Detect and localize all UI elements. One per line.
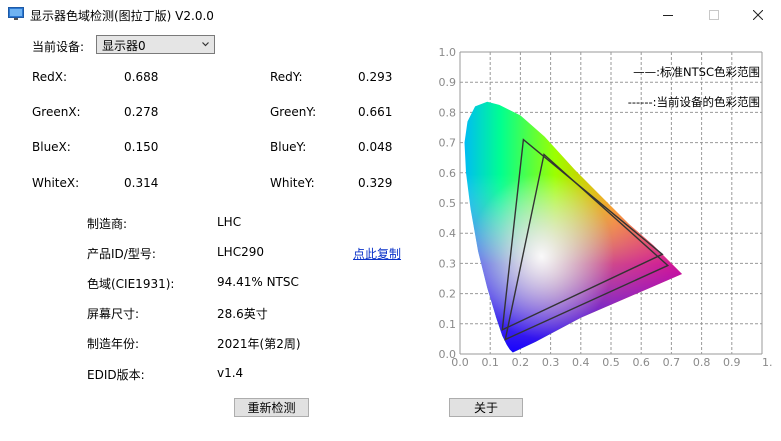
- maximize-button: [691, 0, 737, 30]
- greenx-value: 0.278: [124, 105, 159, 119]
- ntsc-triangle: [501, 138, 664, 331]
- screen-size-value: 28.6英寸: [217, 307, 268, 321]
- device-select-value: 显示器0: [102, 39, 146, 53]
- bluex-label: BlueX:: [32, 140, 71, 154]
- spectral-locus: [464, 101, 682, 353]
- bluey-value: 0.048: [358, 140, 393, 154]
- minimize-icon: [663, 15, 673, 16]
- greeny-value: 0.661: [358, 105, 393, 119]
- locus-white-fill: [464, 101, 682, 353]
- product-id-label: 产品ID/型号:: [87, 247, 156, 261]
- x-tick-label: 0.7: [663, 356, 681, 369]
- y-tick-label: 0.0: [439, 348, 457, 361]
- y-tick-label: 0.4: [439, 227, 457, 240]
- device-triangle: [504, 153, 670, 341]
- edid-version-value: v1.4: [217, 366, 244, 380]
- x-tick-label: 0.9: [723, 356, 741, 369]
- y-tick-label: 0.1: [439, 318, 457, 331]
- y-tick-label: 0.6: [439, 167, 457, 180]
- redx-label: RedX:: [32, 70, 68, 84]
- manufacture-year-value: 2021年(第2周): [217, 337, 301, 351]
- redetect-button[interactable]: 重新检测: [234, 398, 309, 417]
- whitey-label: WhiteY:: [270, 176, 315, 190]
- bluey-label: BlueY:: [270, 140, 307, 154]
- redx-value: 0.688: [124, 70, 159, 84]
- chart-legend: ——:标准NTSC色彩范围 ------:当前设备的色彩范围: [628, 65, 760, 109]
- gamut-label: 色域(CIE1931):: [87, 277, 175, 291]
- device-select[interactable]: 显示器0: [96, 35, 215, 54]
- redy-label: RedY:: [270, 70, 303, 84]
- y-tick-label: 0.7: [439, 137, 457, 150]
- x-tick-label: 0.2: [512, 356, 530, 369]
- whitey-value: 0.329: [358, 176, 393, 190]
- about-button[interactable]: 关于: [449, 398, 523, 417]
- bluex-value: 0.150: [124, 140, 159, 154]
- x-tick-label: 0.3: [542, 356, 560, 369]
- manufacture-year-label: 制造年份:: [87, 337, 140, 351]
- x-tick-label: 0.8: [693, 356, 711, 369]
- greenx-label: GreenX:: [32, 105, 81, 119]
- legend-device: ------:当前设备的色彩范围: [628, 95, 760, 109]
- axis-ticks: 0.0 0.1 0.2 0.3 0.4 0.5 0.6 0.7 0.8 0.9 1. 0.0 0.1 0.…: [439, 46, 773, 369]
- x-tick-label: 0.6: [632, 356, 650, 369]
- y-tick-label: 0.5: [439, 197, 457, 210]
- greeny-label: GreenY:: [270, 105, 317, 119]
- monitor-icon: [8, 7, 24, 20]
- product-id-value: LHC290: [217, 245, 264, 259]
- screen-size-label: 屏幕尺寸:: [87, 307, 140, 321]
- x-tick-label: 0.1: [481, 356, 499, 369]
- y-tick-label: 1.0: [439, 46, 457, 59]
- y-tick-label: 0.9: [439, 76, 457, 89]
- whitex-label: WhiteX:: [32, 176, 80, 190]
- x-tick-label: 0.4: [572, 356, 590, 369]
- window-title: 显示器色域检测(图拉丁版) V2.0.0: [30, 9, 214, 23]
- close-icon: [753, 10, 763, 20]
- y-tick-label: 0.8: [439, 106, 457, 119]
- chevron-down-icon: [202, 42, 209, 47]
- gamut-triangles: [501, 138, 670, 341]
- cie-chart: 0.0 0.1 0.2 0.3 0.4 0.5 0.6 0.7 0.8 0.9 1. 0.0 0.1 0.…: [439, 46, 773, 369]
- gamut-value: 94.41% NTSC: [217, 275, 299, 289]
- copy-link[interactable]: 点此复制: [353, 247, 402, 261]
- device-label: 当前设备:: [32, 40, 85, 54]
- manufacturer-label: 制造商:: [87, 217, 128, 231]
- y-tick-label: 0.3: [439, 257, 457, 270]
- minimize-button[interactable]: [645, 0, 691, 30]
- redy-value: 0.293: [358, 70, 393, 84]
- maximize-icon: [709, 10, 719, 20]
- whitex-value: 0.314: [124, 176, 159, 190]
- y-tick-label: 0.2: [439, 288, 457, 301]
- x-tick-label: 0.0: [451, 356, 469, 369]
- legend-ntsc: ——:标准NTSC色彩范围: [633, 65, 760, 79]
- manufacturer-value: LHC: [217, 215, 242, 229]
- title-bar: 显示器色域检测(图拉丁版) V2.0.0: [0, 0, 781, 30]
- close-button[interactable]: [735, 0, 781, 30]
- x-tick-label: 0.5: [602, 356, 620, 369]
- x-tick-label: 1.: [762, 356, 773, 369]
- edid-version-label: EDID版本:: [87, 368, 145, 382]
